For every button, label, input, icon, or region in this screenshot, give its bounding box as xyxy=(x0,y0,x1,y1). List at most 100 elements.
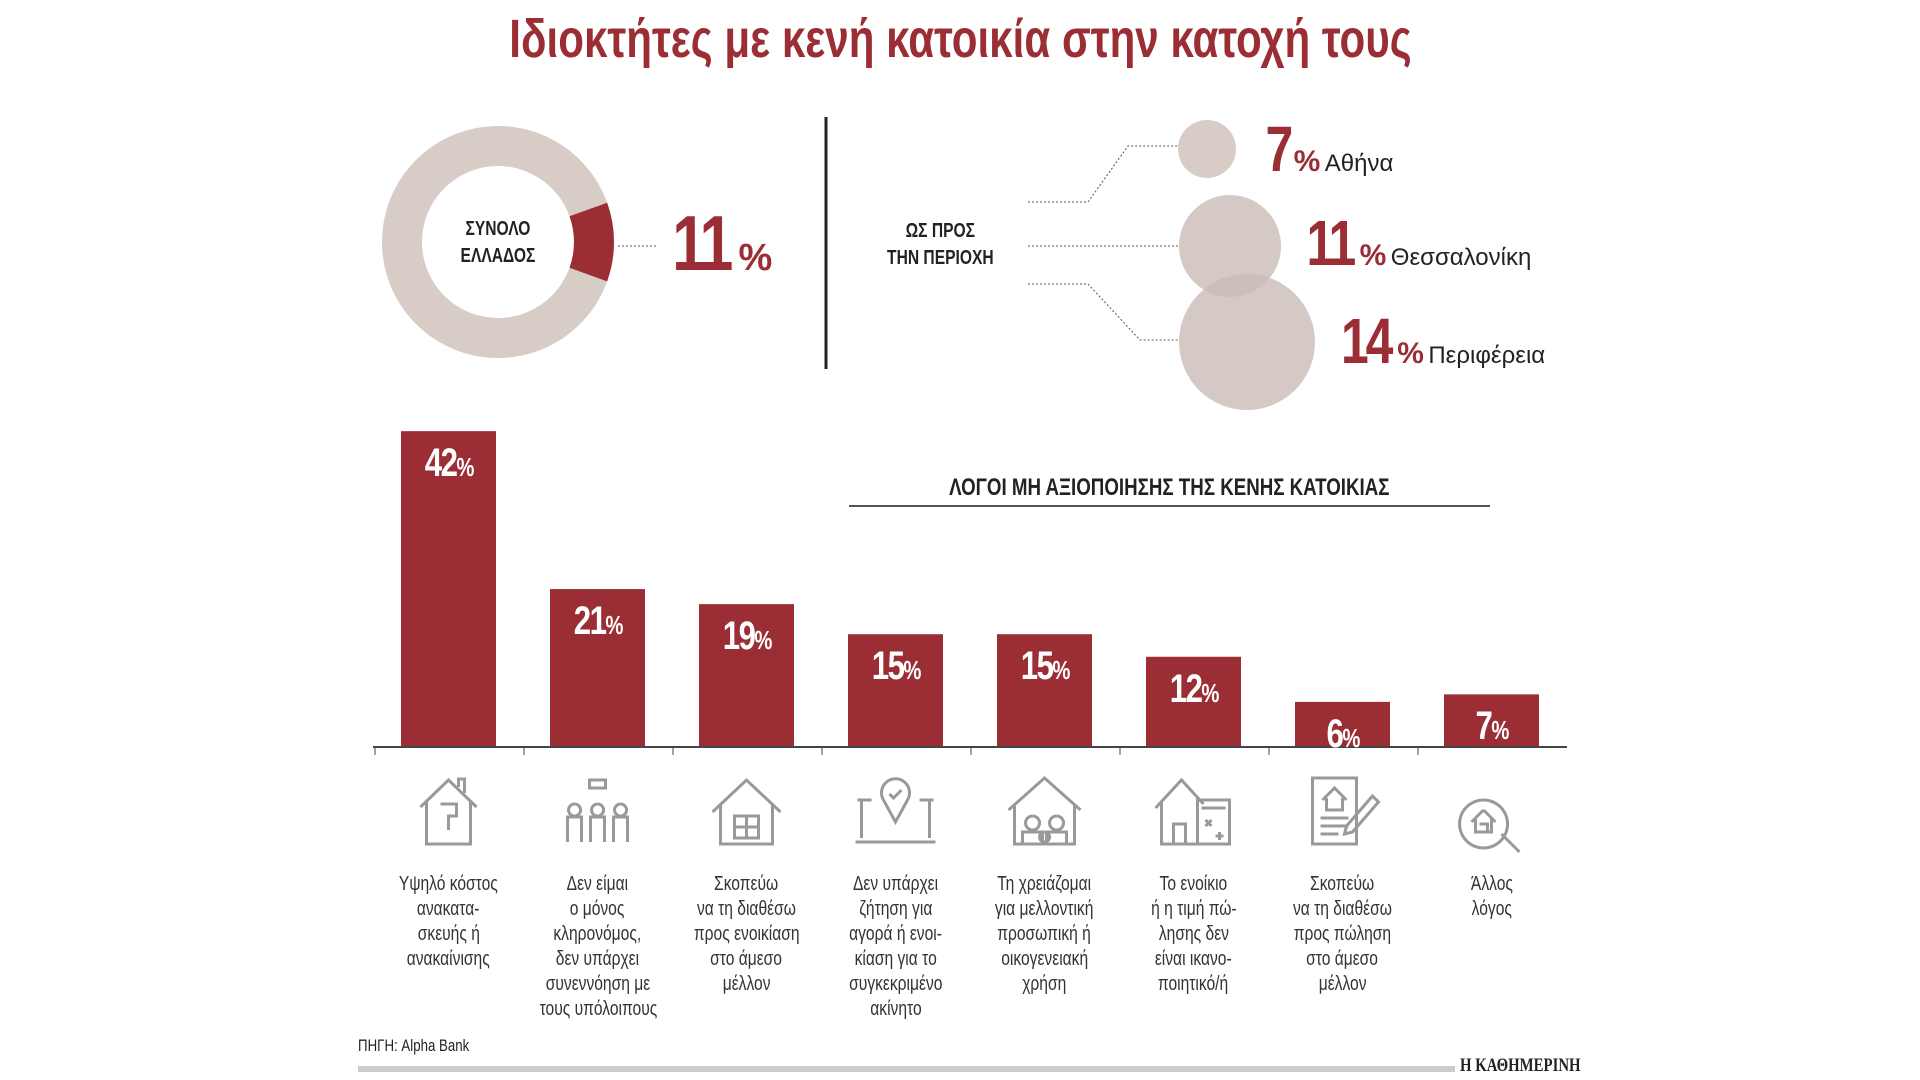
brand-text: Η ΚΑΘΗΜΕΡΙΝΗ xyxy=(1460,1055,1581,1076)
house-calculator-icon xyxy=(1154,777,1231,846)
bar-value: 7 xyxy=(1475,704,1492,749)
bar-unit: % xyxy=(605,610,623,641)
bar xyxy=(1146,656,1241,747)
region-name: Θεσσαλονίκη xyxy=(1390,244,1532,271)
category-line: προς ενοικίαση xyxy=(693,923,800,945)
total-label-line: ΕΛΛΑΔΟΣ xyxy=(460,245,536,267)
category-line: ανακαίνισης xyxy=(406,948,491,970)
region-athens: 7% Αθήνα xyxy=(1262,112,1393,186)
category-line: δεν υπάρχει xyxy=(555,948,640,970)
total-label: ΣΥΝΟΛΟ ΕΛΛΑΔΟΣ xyxy=(418,216,578,270)
bar-value: 42 xyxy=(424,441,457,486)
category-line: ποιητικό/ή xyxy=(1158,973,1229,995)
bar-unit: % xyxy=(903,655,921,686)
category-line: Άλλος xyxy=(1470,873,1513,895)
bar-unit: % xyxy=(456,452,474,483)
category-line: προσωπική ή xyxy=(997,923,1092,945)
category-line: προς πώληση xyxy=(1293,923,1392,945)
category-line: Σκοπεύω xyxy=(1310,873,1375,895)
category-line: χρήση xyxy=(1022,973,1067,995)
bar-value: 6 xyxy=(1326,711,1343,756)
category-line: Τη χρειάζομαι xyxy=(997,873,1092,895)
category-line: Το ενοίκιο xyxy=(1159,873,1228,895)
bubble-athens xyxy=(1178,120,1236,178)
region-unit: % xyxy=(1397,337,1424,370)
brand-logo: Η ΚΑΘΗΜΕΡΙΝΗ xyxy=(1460,1055,1615,1077)
leader-line xyxy=(1028,145,1180,203)
bar xyxy=(997,634,1092,747)
region-unit: % xyxy=(1359,239,1387,272)
bar-value: 12 xyxy=(1169,666,1202,711)
category-line: μέλλον xyxy=(722,973,771,995)
bar xyxy=(401,431,496,747)
bar-value-label: 12% xyxy=(1146,667,1241,712)
bar-value: 21 xyxy=(573,599,606,644)
category-line: για μελλοντική xyxy=(995,898,1094,920)
category-line: ζήτηση για xyxy=(858,898,933,920)
bar-unit: % xyxy=(754,625,772,656)
bar-unit: % xyxy=(1491,715,1509,746)
category-label: Υψηλό κόστος ανακατα-σκευής ή ανακαίνισης xyxy=(374,872,524,972)
category-line: Υψηλό κόστος xyxy=(399,873,498,895)
category-line: ακίνητο xyxy=(869,998,922,1020)
total-unit: % xyxy=(738,237,773,279)
bar-unit: % xyxy=(1342,722,1360,753)
region-value: 7 xyxy=(1265,113,1293,185)
bar-value-label: 19% xyxy=(699,614,794,659)
region-name: Περιφέρεια xyxy=(1428,342,1546,369)
region-label: ΩΣ ΠΡΟΣ ΤΗΝ ΠΕΡΙΟΧΗ xyxy=(860,218,1020,272)
footer-bar xyxy=(358,1066,1455,1072)
category-line: Σκοπεύω xyxy=(714,873,779,895)
category-label: Δεν είμαι ο μόνος κληρονόμος, δεν υπάρχει συ… xyxy=(523,872,673,1022)
category-label: Δεν υπάρχει ζήτηση για αγορά ή ενοι-κίαση … xyxy=(821,872,971,1022)
house-paint-icon xyxy=(419,777,478,846)
category-line: κίαση για το xyxy=(854,948,937,970)
bar-unit: % xyxy=(1201,677,1219,708)
bar-value: 15 xyxy=(1020,644,1053,689)
category-line: ή η τιμή πώ- xyxy=(1150,898,1237,920)
category-line: οικογενειακή xyxy=(1001,948,1088,970)
total-label-line: ΣΥΝΟΛΟ xyxy=(465,218,531,240)
category-label: Τη χρειάζομαι για μελλοντική προσωπική ή οι… xyxy=(970,872,1120,997)
region-value: 11 xyxy=(1306,207,1357,279)
bar xyxy=(1295,701,1390,747)
document-house-pen-icon xyxy=(1311,776,1381,846)
leader-line xyxy=(1028,283,1180,341)
house-window-icon xyxy=(711,777,782,846)
chart-title-text: ΛΟΓΟΙ ΜΗ ΑΞΙΟΠΟΙΗΣΗΣ ΤΗΣ ΚΕΝΗΣ ΚΑΤΟΙΚΙΑΣ xyxy=(949,474,1390,501)
region-thessaloniki: 11% Θεσσαλονίκη xyxy=(1300,206,1532,280)
bar xyxy=(699,604,794,747)
source-note: ΠΗΓΗ: Alpha Bank xyxy=(358,1036,501,1056)
page-title: Ιδιοκτήτες με κενή κατοικία στην κατοχή … xyxy=(508,9,1412,69)
chart-title: ΛΟΓΟΙ ΜΗ ΑΞΙΟΠΟΙΗΣΗΣ ΤΗΣ ΚΕΝΗΣ ΚΑΤΟΙΚΙΑΣ xyxy=(849,474,1490,501)
category-line: Δεν υπάρχει xyxy=(852,873,939,895)
category-line: κληρονόμος, xyxy=(553,923,642,945)
category-line: αγορά ή ενοι- xyxy=(849,923,942,945)
category-line: στο άμεσο xyxy=(1306,948,1379,970)
bar-value-label: 15% xyxy=(848,644,943,689)
category-line: λησης δεν xyxy=(1158,923,1229,945)
bar xyxy=(848,634,943,747)
category-line: να τη διαθέσω xyxy=(697,898,796,920)
category-line: στο άμεσο xyxy=(710,948,783,970)
category-line: Δεν είμαι xyxy=(566,873,629,895)
bar-value-label: 21% xyxy=(550,599,645,644)
category-line: τους υπόλοιπους xyxy=(539,998,657,1020)
bubble-periphery xyxy=(1179,274,1315,410)
bar-value-label: 7% xyxy=(1444,704,1539,749)
house-search-icon xyxy=(1458,798,1521,854)
category-line: να τη διαθέσω xyxy=(1293,898,1392,920)
source-text: ΠΗΓΗ: Alpha Bank xyxy=(358,1036,470,1055)
bar xyxy=(550,589,645,747)
bubble-thessaloniki xyxy=(1179,195,1281,297)
bar-value-label: 15% xyxy=(997,644,1092,689)
category-line: συνεννόηση με xyxy=(545,973,650,995)
bar-unit: % xyxy=(1052,655,1070,686)
category-label: Το ενοίκιο ή η τιμή πώ-λησης δεν είναι ικα… xyxy=(1119,872,1269,997)
category-line: σκευής ή xyxy=(417,923,480,945)
family-group-icon xyxy=(566,778,629,842)
total-number: 11 xyxy=(672,199,733,287)
bar-value: 15 xyxy=(871,644,904,689)
category-label: Άλλος λόγος xyxy=(1417,872,1567,922)
